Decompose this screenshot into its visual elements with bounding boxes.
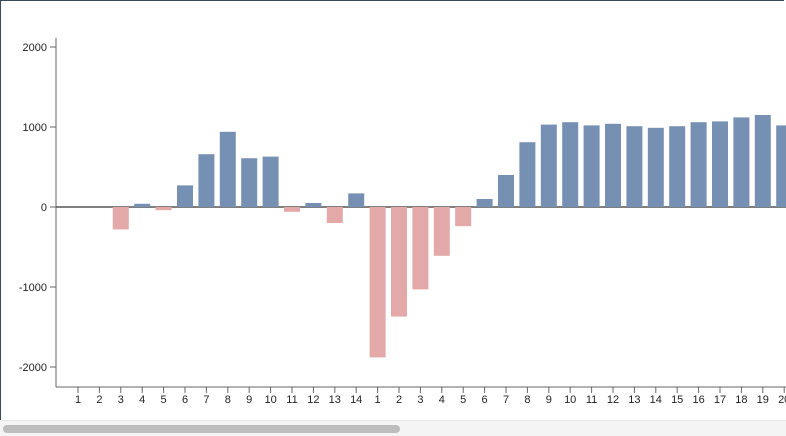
scrollbar-thumb[interactable]: [3, 425, 400, 433]
x-tick-label: 18: [735, 394, 747, 406]
x-tick-label: 12: [607, 394, 619, 406]
bar[interactable]: [476, 199, 493, 207]
bar[interactable]: [754, 115, 771, 207]
x-tick-label: 7: [503, 394, 509, 406]
bar[interactable]: [241, 158, 258, 207]
x-tick-label: 3: [417, 394, 423, 406]
bar[interactable]: [433, 207, 450, 256]
bar[interactable]: [219, 131, 236, 207]
x-tick-label: 10: [264, 394, 276, 406]
x-tick-label: 14: [350, 394, 362, 406]
x-tick-label: 6: [182, 394, 188, 406]
y-tick-label: 1000: [23, 122, 47, 134]
bar[interactable]: [583, 125, 600, 207]
x-tick-label: 11: [586, 394, 597, 406]
bar[interactable]: [498, 175, 514, 207]
x-tick-label: 8: [225, 394, 231, 406]
bar[interactable]: [519, 142, 536, 207]
x-tick-label: 2: [396, 394, 402, 406]
bar[interactable]: [155, 207, 172, 211]
bar[interactable]: [605, 123, 621, 207]
bar[interactable]: [669, 126, 686, 207]
bar[interactable]: [198, 154, 215, 207]
x-tick-label: 5: [161, 394, 167, 406]
bar[interactable]: [177, 185, 193, 207]
x-tick-label: 7: [203, 394, 209, 406]
bar[interactable]: [112, 207, 129, 230]
bar[interactable]: [305, 203, 322, 207]
horizontal-scrollbar[interactable]: [0, 420, 786, 436]
y-axis: 2000 1000 0 -1000 -2000: [19, 38, 57, 387]
x-tick-label: 4: [139, 394, 145, 406]
bar[interactable]: [562, 122, 579, 207]
bar[interactable]: [391, 207, 407, 317]
x-tick-label: 16: [692, 394, 704, 406]
x-tick-label: 2: [96, 394, 102, 406]
x-tick-label: 3: [118, 394, 124, 406]
bar[interactable]: [348, 193, 365, 207]
bar[interactable]: [540, 124, 557, 207]
x-tick-label: 19: [757, 394, 769, 406]
bar[interactable]: [712, 121, 728, 207]
bar[interactable]: [647, 127, 664, 207]
x-tick-label: 1: [75, 394, 81, 406]
x-tick-label: 11: [286, 394, 297, 406]
x-tick-label: 20: [778, 394, 786, 406]
y-tick-label: 0: [41, 202, 47, 214]
x-tick-label: 9: [546, 394, 552, 406]
x-tick-label: 13: [628, 394, 640, 406]
y-tick-label: -1000: [19, 282, 47, 294]
x-tick-label: 17: [714, 394, 726, 406]
x-tick-label: 15: [671, 394, 683, 406]
x-tick-label: 6: [482, 394, 488, 406]
x-tick-label: 10: [564, 394, 576, 406]
bar[interactable]: [412, 207, 429, 290]
x-tick-label: 13: [329, 394, 341, 406]
bar[interactable]: [369, 207, 386, 358]
x-tick-label: 12: [307, 394, 319, 406]
bar[interactable]: [776, 125, 786, 207]
x-tick-label: 4: [439, 394, 445, 406]
bar[interactable]: [262, 156, 279, 207]
y-tick-label: -2000: [19, 362, 47, 374]
x-tick-label: 9: [246, 394, 252, 406]
y-tick-label: 2000: [23, 42, 47, 54]
bar[interactable]: [626, 126, 643, 207]
bar[interactable]: [326, 207, 343, 223]
x-tick-label: 8: [524, 394, 530, 406]
bar[interactable]: [134, 203, 151, 207]
x-tick-label: 14: [650, 394, 662, 406]
bar[interactable]: [690, 122, 707, 207]
bar[interactable]: [284, 207, 300, 212]
bar[interactable]: [733, 117, 750, 207]
bars-group: [112, 115, 786, 358]
bar[interactable]: [455, 207, 472, 227]
x-tick-label: 5: [460, 394, 466, 406]
x-axis: 1 2 3 4 5 6 7 8 9 10 11 12 13 14 1 2 3 4 5 6 7 8 9 10 11 12 13 14 15…: [56, 386, 786, 406]
chart-area: 2000 1000 0 -1000 -2000 1 2 3 4 5 6 7 8 9 10 11 12 13 14 1…: [19, 38, 786, 406]
x-tick-label: 1: [375, 394, 381, 406]
